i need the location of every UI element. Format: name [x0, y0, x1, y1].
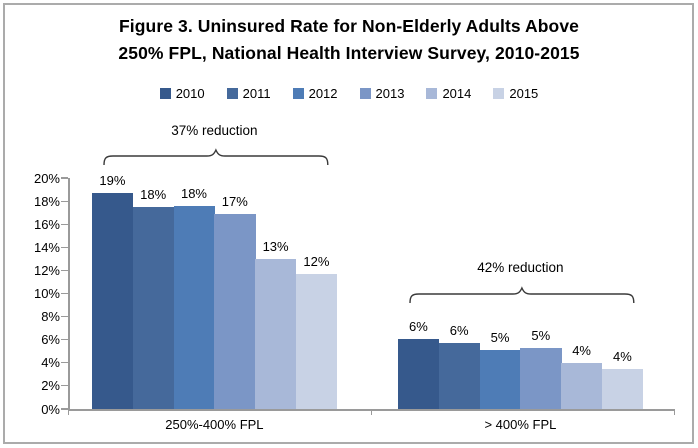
brace-path: [103, 148, 329, 166]
legend-swatch-2012: [292, 88, 304, 99]
y-axis-tick-label: 6%: [41, 332, 60, 348]
legend-label-2015: 2015: [509, 86, 539, 101]
reduction-brace-1: [409, 286, 635, 304]
y-axis-tick-label: 18%: [33, 193, 60, 209]
bar-2015-category-1: [602, 368, 644, 409]
y-axis-tick: [61, 200, 68, 202]
bar-value-label: 6%: [449, 323, 469, 339]
y-axis-tick: [61, 362, 68, 364]
bar-2012-category-1: [479, 350, 521, 409]
y-axis-tick-label: 8%: [41, 309, 60, 325]
bar-2010-category-1: [398, 338, 440, 409]
y-axis-tick: [61, 292, 68, 295]
legend-label-2012: 2012: [308, 86, 338, 101]
y-axis-tick-label: 10%: [33, 286, 60, 301]
legend: 2010 2011 2012 2013 2014 2015: [0, 86, 698, 101]
bar-2014-category-1: [561, 362, 603, 409]
bar-2014-category-0: [255, 258, 297, 409]
bar-2015-category-0: [296, 273, 338, 409]
annotation-label-0: 37% reduction: [171, 123, 258, 138]
y-axis-tick-label: 2%: [41, 378, 60, 394]
chart-title-line-1: Figure 3. Uninsured Rate for Non-Elderly…: [118, 16, 580, 36]
y-axis-tick-label: 4%: [41, 355, 60, 371]
legend-swatch-2011: [226, 88, 238, 99]
chart-title-line-2: 250% FPL, National Health Interview Surv…: [118, 43, 580, 63]
y-axis-tick-label: 0%: [41, 401, 60, 417]
annotation-label-1: 42% reduction: [477, 260, 564, 275]
legend-swatch-2013: [359, 88, 371, 99]
y-axis-tick: [61, 223, 68, 225]
y-axis-tick: [61, 246, 68, 248]
legend-item-2014: 2014: [426, 86, 471, 101]
legend-swatch-2014: [426, 88, 438, 99]
bar-2013-category-1: [520, 347, 562, 409]
y-axis-tick: [61, 316, 68, 318]
x-axis-tick: [68, 409, 70, 415]
y-axis-line: [68, 178, 70, 409]
bar-value-label: 18%: [180, 185, 207, 201]
legend-swatch-2015: [493, 88, 505, 99]
reduction-brace-0: [103, 148, 329, 166]
bar-value-label: 17%: [221, 193, 248, 209]
y-axis-tick: [61, 385, 68, 387]
y-axis-tick: [61, 269, 68, 271]
bar-value-label: 18%: [140, 186, 167, 202]
figure-border: [3, 3, 694, 444]
y-axis-tick-label: 20%: [33, 170, 60, 186]
bar-value-label: 5%: [490, 330, 510, 346]
bar-2012-category-0: [173, 205, 215, 409]
x-axis-tick: [674, 409, 676, 415]
legend-item-2012: 2012: [292, 86, 338, 101]
legend-item-2013: 2013: [359, 86, 405, 101]
y-axis-tick: [61, 177, 68, 179]
x-axis-category-label-0: 250%-400% FPL: [165, 417, 264, 432]
x-axis-category-label-1: > 400% FPL: [484, 417, 557, 432]
y-axis-tick-label: 14%: [33, 239, 60, 255]
legend-item-2011: 2011: [226, 86, 271, 101]
legend-label-2013: 2013: [375, 86, 405, 101]
bar-2011-category-0: [132, 206, 174, 409]
bar-value-label: 12%: [303, 253, 330, 269]
bar-value-label: 13%: [262, 238, 289, 254]
legend-swatch-2010: [159, 88, 171, 99]
bar-value-label: 6%: [409, 318, 428, 334]
y-axis-tick-label: 12%: [33, 262, 60, 278]
y-axis-tick: [61, 408, 68, 410]
bar-2013-category-0: [214, 213, 256, 409]
bar-value-label: 4%: [613, 348, 632, 364]
bar-2011-category-1: [438, 343, 480, 409]
legend-item-2010: 2010: [159, 86, 205, 101]
legend-label-2010: 2010: [175, 86, 205, 101]
x-axis-tick: [371, 409, 373, 415]
chart-title: Figure 3. Uninsured Rate for Non-Elderly…: [0, 13, 698, 67]
legend-label-2014: 2014: [442, 86, 472, 101]
bar-value-label: 4%: [572, 342, 591, 358]
bar-2010-category-0: [92, 193, 134, 409]
legend-label-2011: 2011: [242, 86, 271, 101]
y-axis-tick-label: 16%: [33, 216, 60, 232]
bar-value-label: 5%: [531, 327, 551, 343]
bar-value-label: 19%: [99, 173, 126, 188]
legend-item-2015: 2015: [493, 86, 538, 101]
y-axis-tick: [61, 339, 68, 341]
brace-path: [409, 286, 635, 304]
